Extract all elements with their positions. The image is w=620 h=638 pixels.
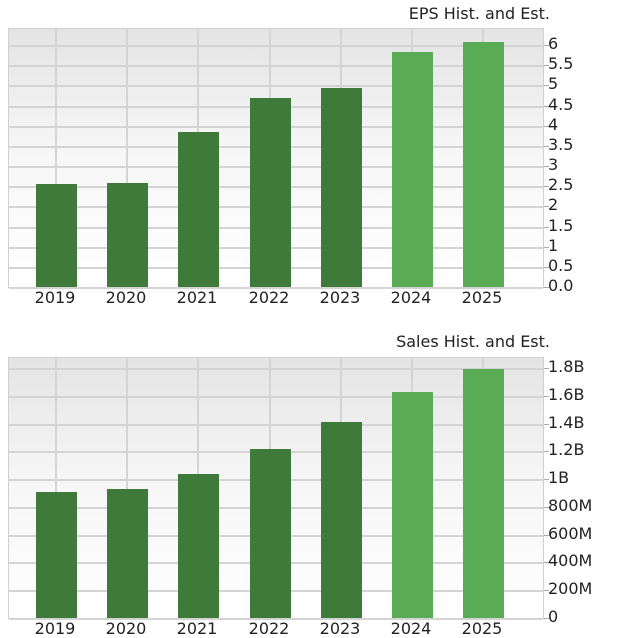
- sales-bar-2023: [321, 422, 362, 618]
- sales-vgridline: [55, 358, 57, 618]
- eps-y-tick-label: 4: [548, 114, 559, 134]
- sales-bar-2020: [107, 488, 148, 618]
- sales-x-label: 2020: [105, 619, 147, 638]
- sales-bar-2024: [392, 391, 433, 618]
- eps-bar-2022: [250, 97, 291, 287]
- eps-y-tick-label: 3.5: [548, 134, 574, 154]
- eps-tick-mark: [544, 206, 549, 208]
- sales-gridline: [9, 368, 543, 370]
- eps-tick-mark: [544, 145, 549, 147]
- eps-tick-mark: [544, 186, 549, 188]
- eps-tick-mark: [544, 166, 549, 167]
- eps-x-label: 2025: [461, 288, 503, 307]
- sales-gridline: [9, 618, 543, 620]
- sales-tick-mark: [544, 534, 549, 536]
- sales-y-tick-label: 0: [548, 607, 559, 626]
- sales-tick-mark: [544, 368, 549, 369]
- eps-y-tick-label: 3: [548, 155, 559, 174]
- sales-tick-mark: [544, 618, 549, 619]
- sales-gridline: [9, 423, 543, 426]
- eps-tick-mark: [544, 45, 549, 46]
- eps-tick-mark: [544, 125, 549, 127]
- sales-y-tick-label: 1.8B: [548, 357, 585, 376]
- eps-y-tick-label: 6: [548, 34, 559, 53]
- sales-y-tick-label: 200M: [548, 579, 593, 599]
- sales-chart-title: Sales Hist. and Est.: [396, 332, 550, 351]
- sales-x-label: 2019: [34, 619, 76, 638]
- eps-bar-2020: [107, 183, 148, 287]
- sales-tick-mark: [544, 590, 549, 592]
- sales-bar-2021: [178, 473, 219, 618]
- eps-plot-area: [8, 28, 544, 289]
- sales-tick-mark: [544, 451, 549, 453]
- eps-bar-2023: [321, 87, 362, 287]
- sales-tick-mark: [544, 423, 549, 425]
- sales-gridline: [9, 395, 543, 398]
- eps-y-tick-label: 0.5: [548, 255, 574, 275]
- eps-bar-2024: [392, 51, 433, 287]
- eps-gridline: [9, 65, 543, 68]
- sales-tick-mark: [544, 562, 549, 564]
- eps-tick-mark: [544, 65, 549, 67]
- eps-chart-title: EPS Hist. and Est.: [408, 4, 550, 23]
- eps-x-label: 2021: [176, 288, 218, 307]
- sales-y-tick-label: 1.6B: [548, 384, 585, 404]
- eps-y-tick-label: 2: [548, 195, 559, 215]
- sales-x-label: 2025: [461, 619, 503, 638]
- sales-x-label: 2024: [390, 619, 432, 638]
- sales-y-tick-label: 1B: [548, 468, 570, 488]
- eps-tick-mark: [544, 226, 549, 228]
- eps-tick-mark: [544, 105, 549, 107]
- eps-gridline: [9, 85, 543, 88]
- sales-bar-2025: [463, 369, 504, 618]
- sales-y-tick-label: 400M: [548, 551, 593, 571]
- sales-tick-mark: [544, 506, 549, 508]
- sales-x-label: 2021: [176, 619, 218, 638]
- sales-x-label: 2023: [319, 619, 361, 638]
- eps-tick-mark: [544, 266, 549, 268]
- sales-bar-2019: [36, 491, 77, 618]
- eps-chart: EPS Hist. and Est. 0.0 0.5 1 1.5 2 2.5 3 3.5 4 4.…: [0, 0, 620, 318]
- sales-tick-mark: [544, 395, 549, 397]
- sales-x-label: 2022: [248, 619, 290, 638]
- eps-bar-2019: [36, 184, 77, 287]
- sales-vgridline: [126, 358, 128, 618]
- eps-gridline: [9, 287, 543, 289]
- eps-bar-2025: [463, 41, 504, 287]
- eps-y-tick-label: 2.5: [548, 175, 574, 195]
- eps-y-tick-label: 0.0: [548, 276, 574, 295]
- eps-x-label: 2024: [390, 288, 432, 307]
- sales-bar-2022: [250, 448, 291, 618]
- eps-x-label: 2022: [248, 288, 290, 307]
- eps-tick-mark: [544, 85, 549, 87]
- eps-y-tick-label: 5: [548, 74, 559, 94]
- sales-y-tick-label: 1.4B: [548, 412, 585, 432]
- sales-y-tick-label: 600M: [548, 523, 593, 543]
- eps-x-label: 2020: [105, 288, 147, 307]
- eps-y-tick-label: 4.5: [548, 94, 574, 114]
- eps-x-label: 2023: [319, 288, 361, 307]
- sales-tick-mark: [544, 479, 549, 481]
- eps-tick-mark: [544, 246, 549, 248]
- eps-gridline: [9, 45, 543, 47]
- eps-vgridline: [126, 29, 128, 287]
- eps-y-tick-label: 5.5: [548, 54, 574, 74]
- eps-y-tick-label: 1.5: [548, 215, 574, 235]
- eps-tick-mark: [544, 287, 549, 288]
- sales-y-tick-label: 800M: [548, 495, 593, 515]
- sales-y-tick-label: 1.2B: [548, 440, 585, 460]
- eps-bar-2021: [178, 131, 219, 287]
- eps-y-tick-label: 1: [548, 235, 559, 255]
- sales-plot-area: [8, 357, 544, 620]
- eps-vgridline: [55, 29, 57, 287]
- eps-x-label: 2019: [34, 288, 76, 307]
